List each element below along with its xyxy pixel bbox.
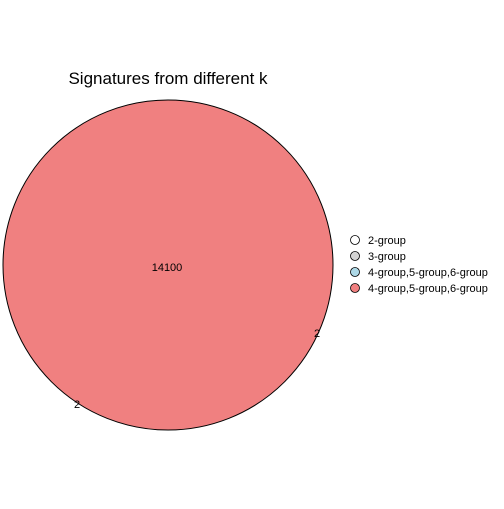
- legend-item: 3-group: [350, 251, 406, 263]
- legend-item: 4-group,5-group,6-group: [350, 283, 488, 295]
- legend-label: 2-group: [368, 235, 406, 247]
- legend-item: 2-group: [350, 235, 406, 247]
- legend-swatch: [350, 251, 360, 261]
- region-label-center: 14100: [152, 262, 183, 274]
- chart-title: Signatures from different k: [68, 69, 268, 88]
- legend-item: 4-group,5-group,6-group: [350, 267, 488, 279]
- legend-swatch: [350, 235, 360, 245]
- region-label-lower-left: 2: [74, 399, 80, 411]
- venn-circle-main: [2, 99, 334, 431]
- legend-swatch: [350, 267, 360, 277]
- legend-label: 4-group,5-group,6-group: [368, 267, 488, 279]
- legend-label: 4-group,5-group,6-group: [368, 283, 488, 295]
- legend-swatch: [350, 283, 360, 293]
- legend-label: 3-group: [368, 251, 406, 263]
- region-label-lower-right: 2: [314, 328, 320, 340]
- legend: 2-group 3-group 4-group,5-group,6-group …: [350, 235, 488, 295]
